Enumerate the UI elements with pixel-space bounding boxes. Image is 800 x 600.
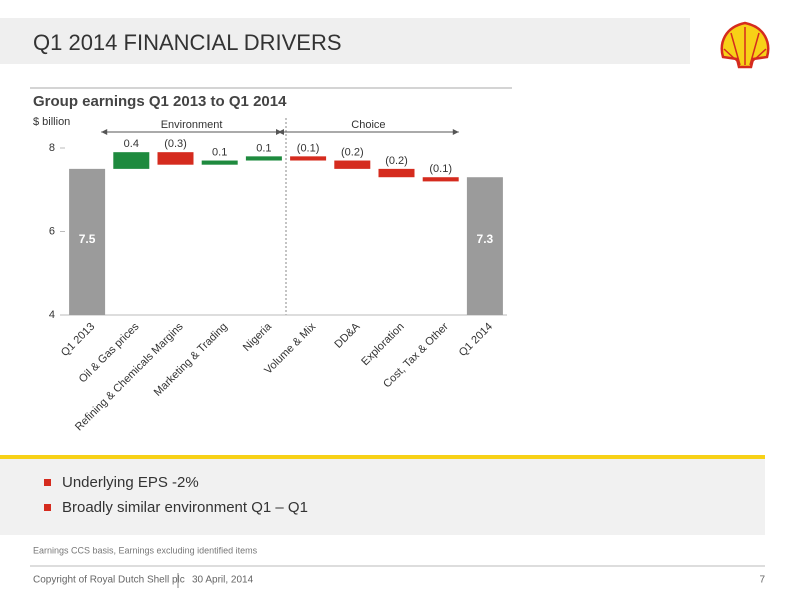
bullet-panel (0, 459, 765, 535)
change-bar (334, 160, 371, 169)
y-tick-label: 6 (49, 225, 55, 237)
value-label: 0.1 (256, 142, 271, 154)
group-label: Environment (161, 119, 223, 131)
change-bar (201, 160, 238, 165)
page-number: 7 (759, 575, 765, 586)
x-tick-label: Nigeria (241, 320, 275, 354)
x-tick-label: Marketing & Trading (152, 321, 230, 399)
change-bar (245, 156, 282, 161)
header-title: Q1 2014 FINANCIAL DRIVERS (33, 30, 342, 55)
change-bar (378, 168, 415, 178)
yellow-rule (0, 455, 765, 459)
value-label: 7.3 (477, 232, 494, 246)
x-tick-label: Q1 2014 (457, 321, 495, 359)
value-label: (0.1) (297, 142, 320, 154)
y-tick-label: 4 (49, 309, 55, 321)
value-label: (0.2) (385, 155, 408, 167)
value-label: (0.3) (164, 138, 187, 150)
value-label: (0.1) (429, 163, 452, 175)
bullet: Underlying EPS -2% (62, 474, 199, 491)
group-label-bg (156, 119, 227, 131)
value-label: (0.2) (341, 146, 364, 158)
change-bar (113, 152, 150, 169)
value-label: 0.4 (124, 138, 139, 150)
footer-date: 30 April, 2014 (192, 575, 254, 586)
bullet-marker (44, 504, 51, 511)
x-tick-label: Q1 2013 (59, 321, 97, 359)
bullet-marker (44, 479, 51, 486)
bullet: Broadly similar environment Q1 – Q1 (62, 499, 308, 516)
group-label: Choice (351, 119, 385, 131)
header-bar (0, 18, 690, 64)
change-bar (422, 177, 459, 182)
value-label: 0.1 (212, 146, 227, 158)
x-tick-label: DD&A (332, 320, 363, 351)
change-bar (290, 156, 327, 161)
value-label: 7.5 (79, 232, 96, 246)
total-bar (466, 177, 503, 315)
group-label-bg (333, 119, 404, 131)
total-bar (69, 168, 106, 315)
y-tick-label: 8 (49, 142, 55, 154)
change-bar (157, 152, 194, 165)
x-tick-label: Exploration (359, 321, 406, 368)
footnote: Earnings CCS basis, Earnings excluding i… (33, 545, 258, 555)
y-axis-label: $ billion (33, 116, 70, 128)
footer-copyright: Copyright of Royal Dutch Shell plc (33, 575, 185, 586)
shell-logo (720, 21, 770, 69)
chart-title: Group earnings Q1 2013 to Q1 2014 (33, 93, 287, 110)
